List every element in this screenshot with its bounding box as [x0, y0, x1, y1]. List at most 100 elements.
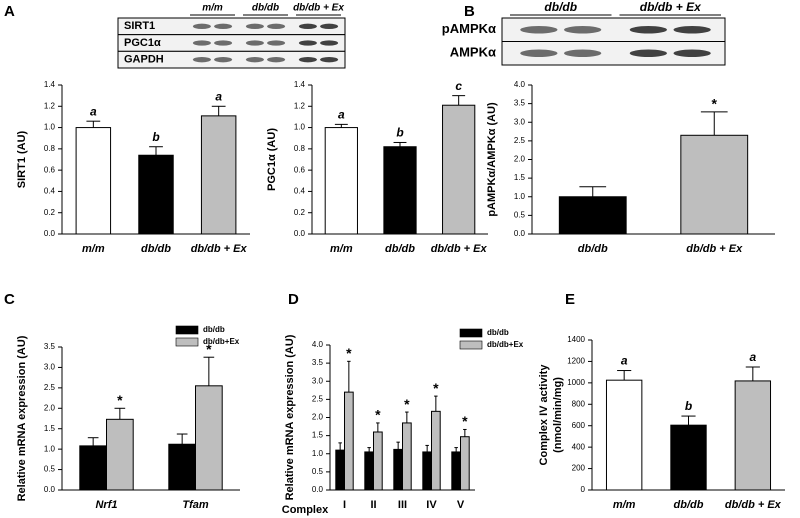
- y-tick-label: 0.0: [44, 229, 56, 238]
- y-tick-label: 1200: [567, 357, 585, 366]
- y-tick-label: 1.2: [44, 101, 56, 110]
- y-axis-label: PGC1α (AU): [266, 128, 278, 191]
- x-tick-label: III: [398, 499, 407, 511]
- error-bar: [405, 411, 409, 423]
- error-bar: [452, 95, 466, 106]
- legend-swatch: [459, 340, 483, 350]
- y-tick-label: 2.5: [514, 136, 526, 145]
- y-tick-label: 0.4: [44, 187, 56, 196]
- blot-band: [214, 57, 233, 63]
- error-bar: [211, 105, 226, 116]
- x-tick-label: db/db: [141, 243, 171, 255]
- significance-label: a: [338, 108, 345, 122]
- bar: [670, 424, 707, 491]
- error-bar: [176, 433, 188, 445]
- blot-band: [520, 49, 558, 58]
- bar: [734, 380, 772, 491]
- significance-label: c: [455, 79, 462, 93]
- blot-band: [245, 57, 264, 63]
- bar: [605, 379, 643, 491]
- y-tick-label: 2.0: [44, 403, 56, 412]
- blot-group-label: m/m: [202, 3, 223, 14]
- error-bar: [338, 442, 342, 451]
- blot-band: [629, 49, 667, 58]
- y-tick-label: 0.0: [44, 485, 56, 494]
- bar: [168, 443, 197, 491]
- significance-label: a: [215, 89, 222, 103]
- bar: [460, 436, 470, 491]
- blot-band: [192, 40, 211, 46]
- y-axis-label: Complex IV activity: [538, 364, 550, 466]
- legend-swatch: [175, 325, 199, 335]
- y-tick-label: 3.5: [514, 99, 526, 108]
- blot-band: [564, 49, 602, 58]
- y-tick-label: 0.6: [44, 165, 56, 174]
- panel-label: C: [4, 291, 15, 308]
- error-bar: [396, 441, 400, 450]
- y-tick-label: 3.5: [44, 342, 56, 351]
- error-bar: [393, 141, 407, 147]
- significance-label: a: [90, 104, 97, 118]
- legend-swatch: [459, 328, 483, 338]
- blot-band: [214, 23, 233, 29]
- bar: [79, 445, 108, 491]
- error-bar: [434, 395, 438, 412]
- blot-band: [267, 57, 286, 63]
- y-tick-label: 0.2: [294, 208, 306, 217]
- blot-band: [673, 25, 711, 34]
- blot-row-label: pAMPKα: [442, 21, 496, 36]
- bar: [75, 127, 112, 235]
- significance-label: *: [346, 345, 352, 361]
- significance-label: *: [433, 380, 439, 396]
- legend-label: db/db+Ex: [487, 340, 524, 349]
- y-tick-label: 0.5: [312, 467, 324, 476]
- x-tick-label: db/db + Ex: [725, 499, 782, 511]
- y-tick-label: 3.0: [44, 363, 56, 372]
- error-bar: [425, 444, 429, 452]
- significance-label: b: [685, 399, 692, 413]
- y-tick-label: 800: [572, 399, 586, 408]
- error-bar: [579, 186, 607, 197]
- blot-band: [192, 57, 211, 63]
- y-tick-label: 1.5: [44, 424, 56, 433]
- error-bar: [454, 447, 458, 452]
- blot-band: [214, 40, 233, 46]
- error-bar: [367, 447, 371, 452]
- bar: [422, 451, 432, 491]
- x-tick-label: Nrf1: [95, 499, 117, 511]
- y-tick-label: 1.4: [294, 80, 306, 89]
- y-tick-label: 1.0: [44, 123, 56, 132]
- y-tick-label: 1.0: [312, 449, 324, 458]
- bar: [558, 196, 627, 235]
- error-bar: [149, 146, 163, 156]
- bar: [431, 410, 441, 491]
- blot-row-label: GAPDH: [124, 54, 164, 66]
- significance-label: a: [621, 354, 628, 368]
- blot-row: [501, 41, 726, 66]
- blot-band: [320, 40, 339, 46]
- panel-label: E: [565, 291, 575, 308]
- x-tick-label: II: [370, 499, 376, 511]
- error-bar: [617, 370, 632, 381]
- significance-label: *: [206, 341, 212, 357]
- bar: [680, 134, 749, 235]
- blot-band: [245, 40, 264, 46]
- error-bar: [86, 120, 101, 128]
- significance-label: *: [404, 396, 410, 412]
- blot-row-label: PGC1α: [124, 37, 161, 49]
- y-axis-label: Relative mRNA expression (AU): [284, 334, 296, 500]
- significance-label: *: [375, 407, 381, 423]
- y-tick-label: 0.4: [294, 187, 306, 196]
- y-tick-label: 1.2: [294, 101, 306, 110]
- y-tick-label: 3.0: [514, 117, 526, 126]
- panel-label: D: [288, 291, 299, 308]
- bar: [106, 418, 134, 491]
- x-tick-label: I: [343, 499, 346, 511]
- error-bar: [681, 415, 696, 426]
- bar: [402, 422, 412, 491]
- y-tick-label: 2.5: [44, 383, 56, 392]
- y-tick-label: 0: [581, 485, 586, 494]
- blot-band: [320, 57, 339, 63]
- legend-label: db/db+Ex: [203, 337, 240, 346]
